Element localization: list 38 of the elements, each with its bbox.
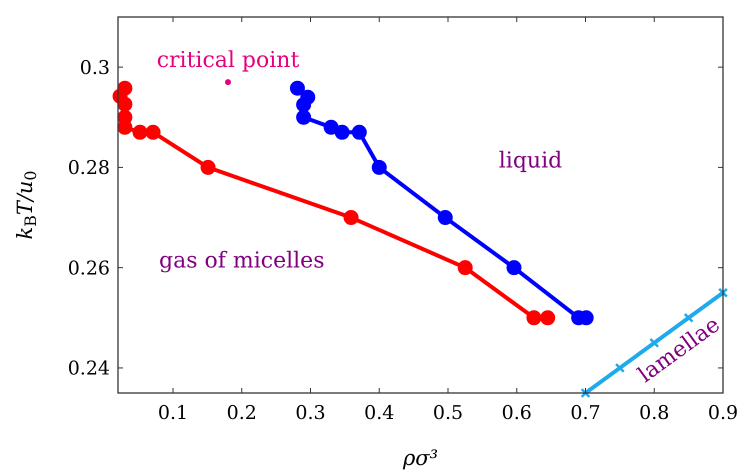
x-tick-label: 0.6 (502, 402, 532, 424)
x-tick-label: 0.5 (432, 402, 464, 424)
point (540, 310, 556, 326)
x-tick-label: 0.7 (570, 402, 601, 424)
point (146, 124, 161, 140)
point (117, 96, 132, 112)
point (296, 97, 312, 112)
point (526, 310, 542, 326)
point (290, 80, 305, 96)
x-tick-label: 0.2 (226, 402, 257, 424)
y-tick-label: 0.28 (68, 157, 110, 180)
annotation: gas of micelles (159, 248, 324, 274)
point (296, 110, 312, 125)
y-tick-label: 0.24 (68, 358, 110, 380)
x-tick-label: 0.3 (295, 402, 326, 424)
point (614, 362, 625, 374)
x-tick-label: 0.8 (639, 402, 670, 424)
point (580, 388, 591, 398)
annotation: critical point (156, 48, 300, 74)
x-tick-label: 0.4 (364, 402, 394, 424)
point (372, 160, 387, 175)
y-tick-label: 0.26 (68, 257, 110, 280)
point (718, 288, 728, 298)
point (225, 79, 231, 86)
point (324, 120, 339, 135)
point (438, 210, 453, 226)
annotation: liquid (498, 148, 562, 174)
x-tick-label: 0.9 (708, 402, 738, 424)
y-tick-label: 0.3 (80, 56, 110, 79)
point (334, 124, 350, 140)
point (200, 160, 216, 175)
point (458, 260, 473, 276)
point (352, 124, 367, 140)
point (344, 210, 359, 226)
x-tick-label: 0.1 (158, 402, 188, 424)
x-axis-title: ρσ³ (402, 446, 438, 470)
point (506, 260, 522, 276)
point (132, 124, 148, 140)
